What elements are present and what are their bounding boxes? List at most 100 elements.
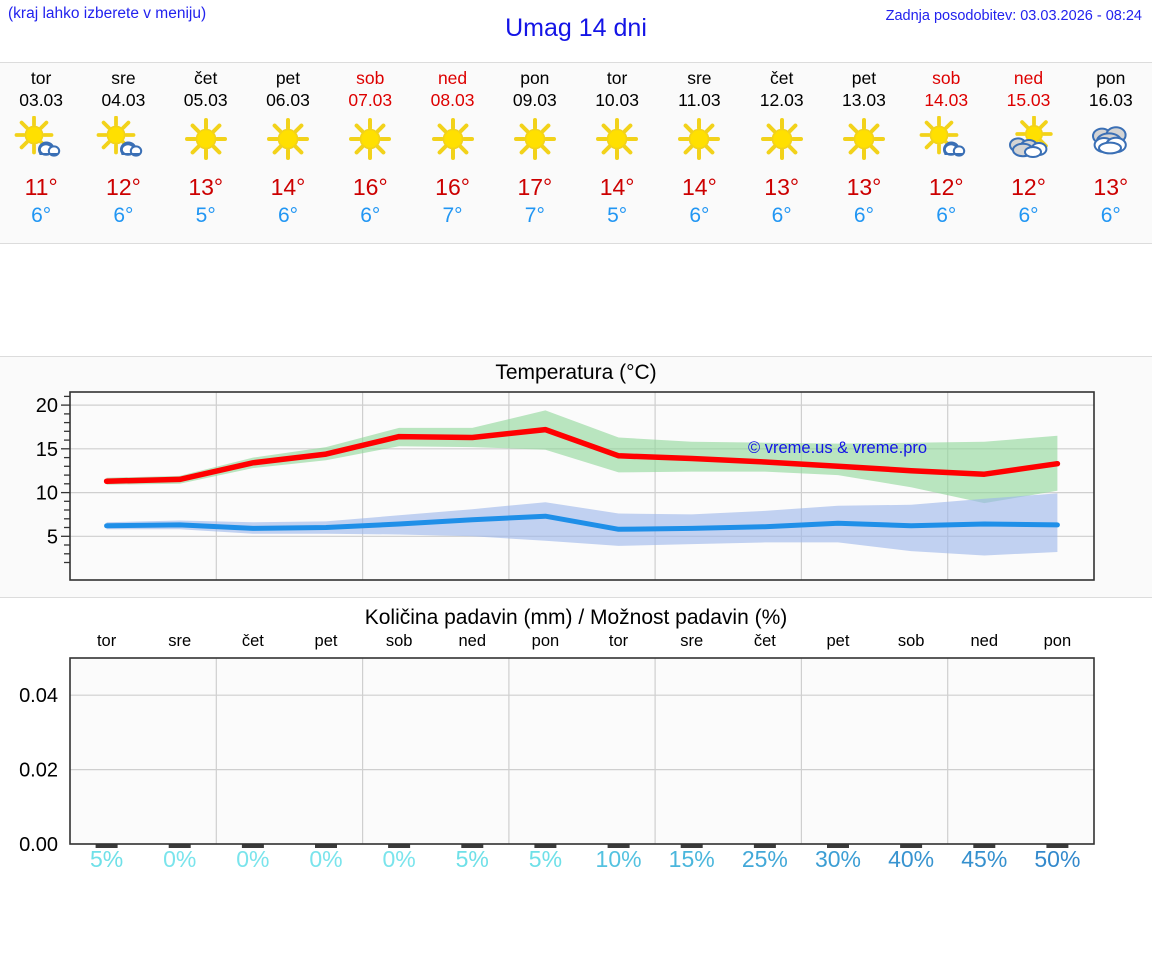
svg-text:0.00: 0.00 — [19, 834, 58, 856]
day-date-label: 10.03 — [595, 90, 639, 110]
day-max-temp: 13° — [764, 174, 800, 200]
day-date-label: 16.03 — [1088, 90, 1133, 110]
precipitation-day-label: sob — [385, 632, 413, 650]
svg-text:5: 5 — [47, 526, 58, 548]
sun-icon — [247, 114, 329, 164]
day-of-week-label: pet — [275, 68, 301, 88]
forecast-day-column[interactable]: tor 03.03 11° 6° — [0, 63, 82, 243]
precipitation-day-label: čet — [753, 632, 776, 650]
day-of-week-label: pon — [520, 68, 550, 88]
day-date-label: 05.03 — [183, 90, 228, 110]
forecast-day-column[interactable]: ned 15.03 12° 6° — [987, 63, 1069, 243]
precipitation-probability-value: 10% — [595, 846, 642, 872]
day-min-temp: 6° — [360, 204, 381, 227]
precipitation-day-label: tor — [96, 632, 117, 650]
day-date-label: 08.03 — [430, 90, 475, 110]
day-min-temp: 6° — [689, 204, 710, 227]
day-max-temp: 14° — [270, 174, 306, 200]
day-date-label: 09.03 — [512, 90, 557, 110]
precipitation-chart-block: Količina padavin (mm) / Možnost padavin … — [0, 598, 1152, 916]
day-min-temp: 6° — [853, 204, 874, 227]
precipitation-probability-value: 30% — [814, 846, 861, 872]
precipitation-day-label: sre — [168, 632, 192, 650]
precipitation-probability-row: 5% 0% 0% 0% 0% 5% 5% 10% 15% 25% 30% 40% 45% 50% — [70, 846, 1094, 873]
precipitation-probability-value: 0% — [309, 846, 343, 872]
cloud-icon — [1070, 114, 1152, 164]
precipitation-probability-value: 5% — [455, 846, 489, 872]
page-title: Umag 14 dni — [505, 14, 647, 42]
forecast-day-column[interactable]: ned 08.03 16° 7° — [411, 63, 493, 243]
day-of-week-label: tor — [606, 68, 628, 88]
temperature-chart-svg: 5 10 15 20 — [36, 391, 1095, 581]
forecast-day-column[interactable]: sre 11.03 14° 6° — [658, 63, 740, 243]
day-max-temp: 14° — [599, 174, 635, 200]
forecast-day-column[interactable]: čet 05.03 13° 5° — [165, 63, 247, 243]
day-date-label: 06.03 — [266, 90, 310, 110]
day-min-temp: 6° — [31, 204, 52, 227]
cloud-sun-icon — [987, 114, 1069, 164]
day-of-week-label: tor — [30, 68, 52, 88]
precipitation-probability-value: 50% — [1034, 846, 1081, 872]
forecast-day-column[interactable]: pon 09.03 17° 7° — [494, 63, 576, 243]
day-min-temp: 7° — [442, 204, 463, 227]
day-max-temp: 13° — [188, 174, 224, 200]
sun-icon — [741, 114, 823, 164]
precipitation-probability-value: 25% — [741, 846, 788, 872]
day-max-temp: 13° — [846, 174, 882, 200]
spacer — [0, 244, 1152, 356]
svg-text:15: 15 — [36, 439, 58, 461]
forecast-day-column[interactable]: pet 13.03 13° 6° — [823, 63, 905, 243]
forecast-day-column[interactable]: sob 07.03 16° 6° — [329, 63, 411, 243]
day-of-week-label: čet — [194, 68, 218, 88]
forecast-day-column[interactable]: tor 10.03 14° 5° — [576, 63, 658, 243]
day-min-temp: 6° — [771, 204, 792, 227]
precipitation-day-label: čet — [241, 632, 264, 650]
day-date-label: 03.03 — [19, 90, 64, 110]
day-of-week-label: sob — [932, 68, 961, 88]
forecast-day-column[interactable]: sre 04.03 12° 6° — [82, 63, 164, 243]
forecast-day-column[interactable]: sob 14.03 12° 6° — [905, 63, 987, 243]
day-max-temp: 17° — [517, 174, 553, 200]
precipitation-probability-value: 0% — [382, 846, 416, 872]
precipitation-probability-value: 40% — [888, 846, 935, 872]
precipitation-day-label: pon — [1043, 632, 1072, 650]
day-min-temp: 6° — [1018, 204, 1039, 227]
temperature-chart-block: Temperatura (°C) 5 10 15 20 © vreme.us & vr… — [0, 356, 1152, 598]
day-of-week-label: pet — [851, 68, 877, 88]
temperature-chart-title: Temperatura (°C) — [495, 361, 657, 384]
svg-text:20: 20 — [36, 395, 58, 417]
day-of-week-label: ned — [437, 68, 468, 88]
forecast-day-column[interactable]: pet 06.03 14° 6° — [247, 63, 329, 243]
day-date-label: 07.03 — [348, 90, 393, 110]
sun-icon — [658, 114, 740, 164]
sun-icon — [494, 114, 576, 164]
day-min-temp: 5° — [607, 204, 628, 227]
day-min-temp: 6° — [936, 204, 957, 227]
precipitation-probability-value: 0% — [236, 846, 270, 872]
svg-text:0.02: 0.02 — [19, 760, 58, 782]
day-max-temp: 12° — [106, 174, 141, 200]
day-max-temp: 11° — [24, 174, 58, 200]
precipitation-chart-title: Količina padavin (mm) / Možnost padavin … — [364, 606, 788, 629]
forecast-day-column[interactable]: pon 16.03 13° 6° — [1070, 63, 1152, 243]
sun-icon — [329, 114, 411, 164]
copyright-label: © vreme.us & vreme.pro — [748, 439, 928, 457]
day-max-temp: 16° — [352, 174, 388, 200]
precipitation-day-label: sre — [680, 632, 704, 650]
sun-icon — [165, 114, 247, 164]
day-min-temp: 5° — [195, 204, 216, 227]
day-date-label: 14.03 — [924, 90, 969, 110]
precipitation-day-label: tor — [608, 632, 629, 650]
day-date-label: 13.03 — [842, 90, 886, 110]
sun-icon — [411, 114, 493, 164]
precipitation-probability-value: 0% — [163, 846, 197, 872]
precipitation-day-label: ned — [458, 632, 487, 650]
sun-cloud-icon — [0, 114, 82, 164]
day-min-temp: 7° — [524, 204, 545, 227]
day-min-temp: 6° — [277, 204, 299, 227]
day-of-week-label: sre — [687, 68, 712, 88]
sun-icon — [823, 114, 905, 164]
svg-text:10: 10 — [36, 483, 58, 505]
day-min-temp: 6° — [1100, 204, 1121, 227]
forecast-day-column[interactable]: čet 12.03 13° 6° — [741, 63, 823, 243]
